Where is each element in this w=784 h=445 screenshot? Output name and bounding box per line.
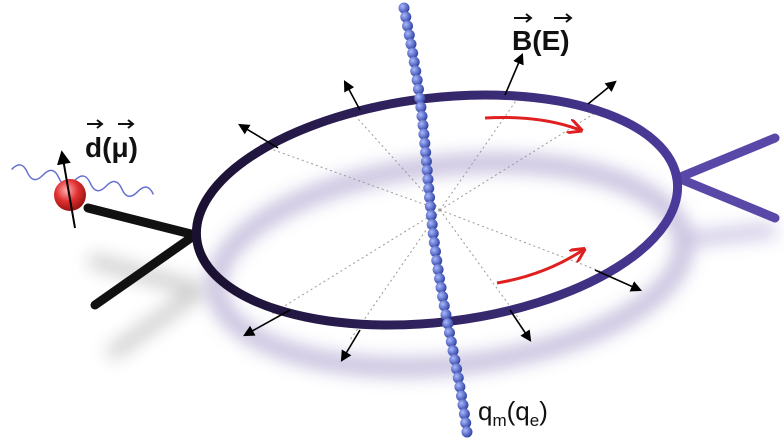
bead [461,426,473,438]
dipole-arrow [57,150,76,229]
spokes [259,94,611,341]
bead [403,29,415,41]
bead-chain [398,2,473,438]
bead [405,38,417,50]
bead [416,110,428,122]
label-part: (q [507,396,530,426]
label-part: ) [560,25,569,56]
bead [425,209,437,221]
bead [455,390,467,402]
bead [429,246,441,258]
label-part: ( [532,25,542,56]
current-arrow [484,116,580,131]
charge-label: qm(qe) [478,396,548,430]
bead [400,11,412,23]
bead [402,20,414,32]
bead [426,219,438,231]
label-part: ) [539,396,548,426]
label-part: m [492,411,506,430]
bead [437,291,449,303]
bead [421,164,433,176]
label-part: E [542,25,561,56]
bead [408,56,420,68]
bead [415,101,427,113]
label-part: d [85,132,102,163]
right-lead [673,173,780,223]
wave [11,164,155,197]
bead [434,273,446,285]
right-lead [673,133,780,183]
bead [424,200,436,212]
bead [435,282,447,294]
bead [428,237,440,249]
current-arrow [496,250,583,285]
label-part: ) [129,132,138,163]
bead [424,191,436,203]
label-part: ( [102,132,112,163]
bead [452,372,464,384]
ring [191,90,683,330]
bead [417,119,429,131]
bead [411,74,423,86]
bead [445,336,457,348]
bead [407,47,419,59]
bead [423,182,435,194]
bead [412,83,424,95]
field-arrows [238,52,643,362]
bead [418,128,430,140]
bead [410,65,422,77]
bead [414,92,426,104]
bead [422,173,434,185]
vector-arrow [87,119,135,129]
label-part: B [512,25,532,56]
field-label: B(E) [512,25,570,56]
dipole-label: d(μ) [85,132,138,163]
label-part: e [530,411,539,430]
bead [460,417,472,429]
bead [449,354,461,366]
bead [451,363,463,375]
bead [458,408,470,420]
bead [432,264,444,276]
vector-arrow [514,13,573,23]
bead [427,228,439,240]
bead [419,137,431,149]
left-lead [83,203,200,240]
bead [457,399,469,411]
label-part: q [478,396,492,426]
bead [420,146,432,158]
left-lead [90,230,200,310]
bead [443,327,455,339]
label-part: μ [111,132,128,163]
bead [454,381,466,393]
bead [398,2,410,14]
bead [431,255,443,267]
bead [420,155,432,167]
bead [440,309,452,321]
bead [438,300,450,312]
bead [447,345,459,357]
bead [442,318,454,330]
